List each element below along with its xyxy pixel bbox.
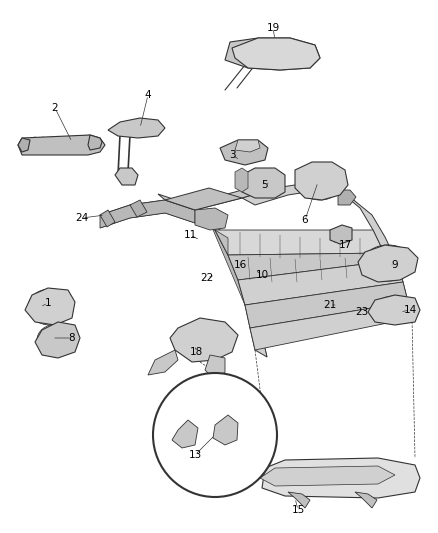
- Polygon shape: [88, 135, 102, 150]
- Polygon shape: [100, 200, 195, 228]
- Polygon shape: [260, 466, 395, 486]
- Text: 22: 22: [200, 273, 214, 283]
- Polygon shape: [235, 140, 260, 152]
- Text: 18: 18: [189, 347, 203, 357]
- Polygon shape: [170, 318, 238, 362]
- Polygon shape: [195, 210, 228, 255]
- Polygon shape: [245, 282, 408, 328]
- Text: 5: 5: [261, 180, 268, 190]
- Polygon shape: [262, 458, 420, 498]
- Text: 19: 19: [266, 23, 279, 33]
- Polygon shape: [108, 118, 165, 138]
- Text: 4: 4: [145, 90, 151, 100]
- Polygon shape: [235, 168, 248, 192]
- Polygon shape: [250, 302, 412, 350]
- Polygon shape: [213, 415, 238, 445]
- Polygon shape: [358, 245, 418, 282]
- Polygon shape: [232, 38, 320, 70]
- Text: 6: 6: [302, 215, 308, 225]
- Circle shape: [153, 373, 277, 497]
- Polygon shape: [228, 253, 396, 280]
- Polygon shape: [130, 200, 147, 217]
- Text: 13: 13: [188, 450, 201, 460]
- Text: 24: 24: [75, 213, 88, 223]
- Polygon shape: [35, 322, 80, 358]
- Polygon shape: [220, 140, 268, 165]
- Polygon shape: [25, 288, 75, 325]
- Text: 3: 3: [229, 150, 235, 160]
- Polygon shape: [288, 492, 310, 508]
- Polygon shape: [18, 135, 105, 155]
- Polygon shape: [100, 207, 267, 357]
- Text: 23: 23: [355, 307, 369, 317]
- Polygon shape: [330, 225, 352, 244]
- Polygon shape: [242, 168, 285, 198]
- Polygon shape: [338, 190, 356, 205]
- Polygon shape: [158, 182, 275, 210]
- Text: 11: 11: [184, 230, 197, 240]
- Polygon shape: [148, 350, 178, 375]
- Text: 16: 16: [233, 260, 247, 270]
- Polygon shape: [115, 168, 138, 185]
- Polygon shape: [165, 188, 242, 210]
- Polygon shape: [295, 162, 348, 200]
- Text: 21: 21: [323, 300, 337, 310]
- Polygon shape: [100, 210, 115, 227]
- Polygon shape: [242, 183, 412, 318]
- Text: 1: 1: [45, 298, 51, 308]
- Polygon shape: [18, 138, 30, 152]
- Polygon shape: [368, 295, 420, 325]
- Text: 10: 10: [255, 270, 268, 280]
- Text: 14: 14: [403, 305, 417, 315]
- Polygon shape: [355, 492, 377, 508]
- Polygon shape: [225, 38, 320, 70]
- Text: 9: 9: [392, 260, 398, 270]
- Polygon shape: [172, 420, 198, 448]
- Text: 2: 2: [52, 103, 58, 113]
- Text: 15: 15: [291, 505, 304, 515]
- Text: 8: 8: [69, 333, 75, 343]
- Polygon shape: [215, 230, 384, 255]
- Polygon shape: [195, 208, 228, 230]
- Polygon shape: [238, 260, 403, 305]
- Text: 17: 17: [339, 240, 352, 250]
- Polygon shape: [205, 355, 225, 380]
- Polygon shape: [100, 200, 267, 357]
